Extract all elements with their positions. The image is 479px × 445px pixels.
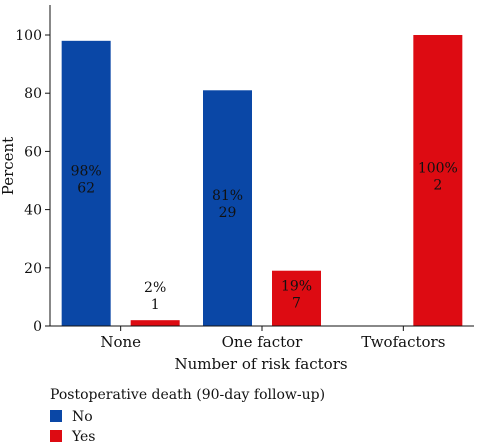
data-label: 2 (433, 178, 442, 194)
x-axis-title: Number of risk factors (174, 355, 347, 373)
y-tick-label: 80 (24, 86, 42, 102)
x-tick-label: None (100, 333, 141, 351)
legend-label-no: No (72, 409, 93, 425)
legend-items: No Yes (50, 409, 96, 445)
y-tick-label: 20 (24, 261, 42, 277)
legend-label-yes: Yes (71, 429, 96, 445)
legend-swatch-yes (50, 430, 62, 442)
legend-title: Postoperative death (90-day follow-up) (50, 387, 325, 403)
x-tick-label: One factor (222, 333, 304, 351)
data-label: 98% (71, 163, 102, 179)
legend-swatch-no (50, 410, 62, 422)
y-axis-title: Percent (0, 137, 17, 195)
data-label: 19% (281, 278, 312, 294)
bar-yes-1 (130, 320, 180, 326)
bar-yes-2 (272, 270, 321, 326)
y-tick-label: 60 (24, 144, 42, 160)
y-tick-label: 0 (33, 319, 42, 335)
data-label: 2% (144, 280, 166, 296)
x-tick-label: Twofactors (361, 333, 445, 351)
data-label: 62 (77, 180, 95, 196)
data-labels-layer: 98%62 2%1 81%29 19%7 100%2 (71, 161, 458, 314)
data-label: 29 (219, 205, 237, 221)
bars-layer (61, 35, 463, 326)
axes-layer: 0 20 40 60 80 100 None One factor Twofactors (15, 5, 474, 351)
bar-no-2 (203, 90, 252, 326)
data-label: 7 (292, 295, 301, 311)
bar-no-1 (61, 40, 111, 326)
data-label: 81% (212, 188, 243, 204)
bar-yes-3 (413, 35, 463, 326)
y-tick-label: 100 (15, 28, 42, 44)
data-label: 1 (151, 297, 160, 313)
y-tick-label: 40 (24, 203, 42, 219)
legend: Postoperative death (90-day follow-up) N… (50, 387, 325, 445)
data-label: 100% (418, 161, 458, 177)
